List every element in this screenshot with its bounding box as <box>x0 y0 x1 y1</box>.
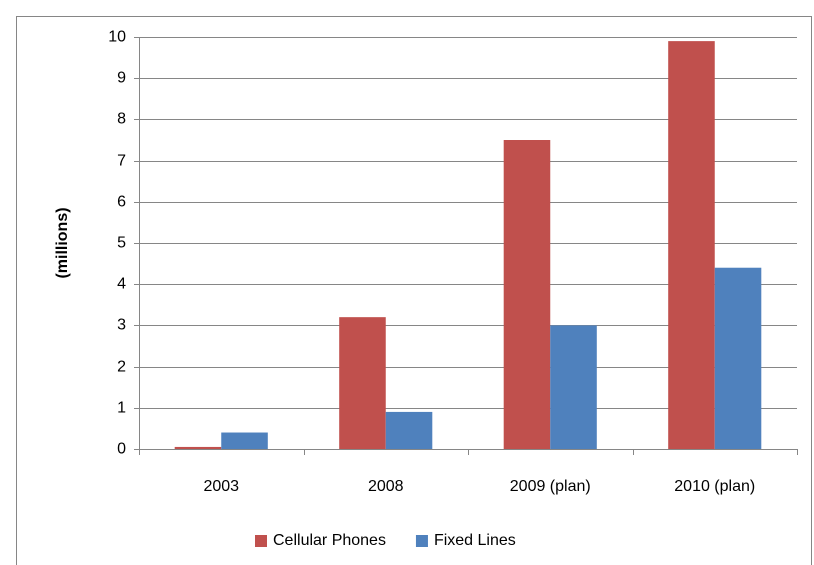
bar <box>550 325 597 449</box>
legend-label: Cellular Phones <box>273 532 386 549</box>
x-tick-label: 2010 (plan) <box>674 478 755 495</box>
x-tick-label: 2009 (plan) <box>510 478 591 495</box>
y-tick-label: 4 <box>117 276 126 293</box>
bar <box>503 140 551 449</box>
y-tick-label: 3 <box>117 317 126 334</box>
x-tick-label: 2008 <box>368 478 404 495</box>
bar <box>339 317 386 449</box>
bar <box>174 446 222 449</box>
legend-swatch <box>255 535 267 547</box>
y-tick-label: 1 <box>117 400 126 417</box>
bar <box>668 41 715 450</box>
bar <box>385 411 433 449</box>
bar <box>221 432 268 449</box>
y-tick-label: 0 <box>117 441 126 458</box>
y-tick-label: 9 <box>117 70 126 87</box>
y-tick-label: 10 <box>108 29 126 46</box>
bar <box>714 267 762 449</box>
y-tick-label: 6 <box>117 194 126 211</box>
legend-label: Fixed Lines <box>434 532 516 549</box>
y-axis-label: (millions) <box>54 207 71 278</box>
y-tick-label: 2 <box>117 359 126 376</box>
x-tick-label: 2003 <box>203 478 239 495</box>
y-tick-label: 8 <box>117 111 126 128</box>
y-tick-label: 5 <box>117 235 126 252</box>
y-tick-label: 7 <box>117 153 126 170</box>
legend-swatch <box>415 535 428 547</box>
